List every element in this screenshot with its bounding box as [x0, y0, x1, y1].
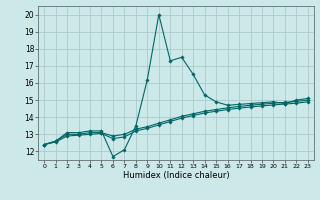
X-axis label: Humidex (Indice chaleur): Humidex (Indice chaleur): [123, 171, 229, 180]
